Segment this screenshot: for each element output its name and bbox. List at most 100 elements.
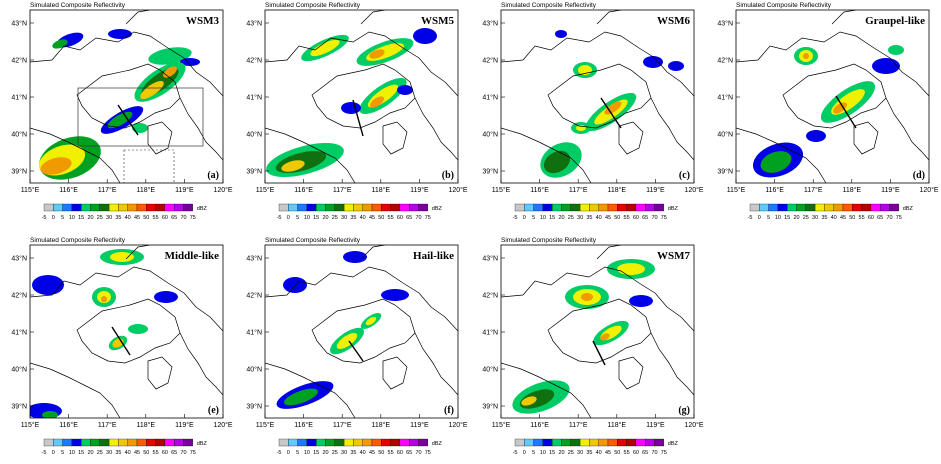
panel-frame	[29, 9, 224, 184]
colorbar-label: 40	[360, 450, 366, 456]
panel-frame	[264, 9, 459, 184]
province-boundary	[885, 97, 929, 161]
colorbar-label: 10	[304, 215, 310, 221]
colorbar-swatch	[598, 203, 609, 212]
colorbar-swatch	[136, 203, 147, 212]
colorbar-label: 5	[532, 450, 535, 456]
cross-section-line	[592, 340, 606, 366]
colorbar-swatch	[174, 203, 184, 212]
colorbar-swatch	[371, 438, 382, 447]
reflectivity-cell	[281, 160, 305, 172]
map-area	[30, 245, 223, 418]
colorbar-swatch	[146, 438, 156, 447]
colorbar-swatch	[552, 438, 562, 447]
colorbar-label: 45	[605, 450, 611, 456]
province-boundary	[265, 127, 356, 183]
colorbar-label: 5	[296, 215, 299, 221]
colorbar-label: 55	[859, 215, 865, 221]
colorbar-swatch	[343, 438, 354, 447]
colorbar-swatch	[768, 203, 779, 212]
colorbar-label: 60	[397, 450, 403, 456]
colorbar-label: 65	[642, 215, 648, 221]
beijing-boundary	[311, 298, 416, 364]
colorbar-label: 75	[896, 215, 902, 221]
map-area	[265, 245, 458, 418]
reflectivity-cell	[381, 289, 409, 301]
map-panel-wsm3: Simulated Composite Reflectivity 115°E 116…	[11, 2, 233, 221]
colorbar-label: 75	[425, 215, 431, 221]
reflectivity-cell	[643, 56, 663, 68]
colorbar-swatch	[654, 203, 664, 212]
colorbar-label: 30	[341, 215, 347, 221]
colorbar-label: 40	[831, 215, 837, 221]
colorbar-swatch	[343, 203, 354, 212]
y-tick-label: 41°N	[246, 329, 262, 337]
reflectivity-cell	[543, 150, 571, 174]
colorbar-label: 45	[369, 215, 375, 221]
colorbar-label: -5	[748, 215, 753, 221]
map-panel-wsm5: Simulated Composite Reflectivity 115°E 116…	[246, 2, 468, 221]
x-tick-label: 117°E	[569, 186, 588, 194]
colorbar-swatch	[542, 203, 553, 212]
colorbar-label: 30	[341, 450, 347, 456]
colorbar-swatch	[852, 203, 862, 212]
map-panel-wsm6: Simulated Composite Reflectivity 115°E 116…	[482, 2, 704, 221]
province-boundary	[179, 332, 223, 396]
colorbar-swatch	[108, 438, 119, 447]
colorbar-swatch	[71, 438, 82, 447]
panel-letter: (a)	[207, 170, 219, 181]
colorbar-label: 35	[350, 450, 356, 456]
colorbar-swatch	[570, 438, 581, 447]
y-tick-label: 43°N	[246, 255, 262, 263]
colorbar-swatch	[297, 438, 308, 447]
scheme-label: WSM5	[421, 15, 455, 27]
colorbar-label: 0	[287, 215, 290, 221]
map-panel-graupel-like: Simulated Composite Reflectivity 115°E 116…	[717, 2, 939, 221]
reflectivity-cell	[283, 388, 319, 406]
colorbar-label: 15	[313, 215, 319, 221]
panel-title: Simulated Composite Reflectivity	[265, 2, 361, 9]
colorbar-label: 45	[840, 215, 846, 221]
colorbar-label: 75	[661, 215, 667, 221]
reflectivity-cell	[310, 39, 340, 57]
colorbar-label: 60	[868, 215, 874, 221]
x-tick-label: 116°E	[530, 421, 549, 429]
colorbar-label: -5	[277, 215, 282, 221]
colorbar-label: 25	[97, 450, 103, 456]
reflectivity-cell	[107, 111, 133, 129]
colorbar-label: 20	[322, 215, 328, 221]
colorbar-swatch	[381, 438, 391, 447]
panel-frame	[500, 9, 695, 184]
colorbar-swatch	[570, 203, 581, 212]
colorbar-swatch	[390, 438, 401, 447]
province-boundary	[596, 245, 622, 260]
colorbar-swatch	[353, 203, 363, 212]
colorbar-label: 65	[406, 215, 412, 221]
colorbar-label: 40	[596, 215, 602, 221]
colorbar-label: 5	[61, 450, 64, 456]
cross-section-line	[600, 97, 622, 129]
colorbar-unit: dBZ	[668, 206, 679, 212]
colorbar-label: 10	[304, 450, 310, 456]
colorbar-label: 60	[633, 450, 639, 456]
reflectivity-cell	[668, 61, 684, 71]
province-boundary	[414, 97, 458, 161]
colorbar-swatch	[325, 438, 335, 447]
map-area	[501, 10, 694, 183]
colorbar-swatch	[164, 203, 175, 212]
colorbar-label: 25	[332, 450, 338, 456]
colorbar-swatch	[288, 438, 298, 447]
colorbar-label: 5	[532, 215, 535, 221]
reflectivity-cell	[40, 157, 72, 175]
y-tick-label: 41°N	[11, 329, 27, 337]
reflectivity-cell	[629, 295, 653, 307]
colorbar-swatch	[787, 203, 797, 212]
colorbar-swatch	[889, 203, 899, 212]
cross-section-line	[111, 326, 131, 356]
y-tick-label: 40°N	[11, 366, 27, 374]
x-tick-label: 116°E	[294, 421, 313, 429]
y-tick-label: 41°N	[246, 94, 262, 102]
colorbar-swatch	[325, 203, 335, 212]
colorbar-label: 50	[614, 450, 620, 456]
